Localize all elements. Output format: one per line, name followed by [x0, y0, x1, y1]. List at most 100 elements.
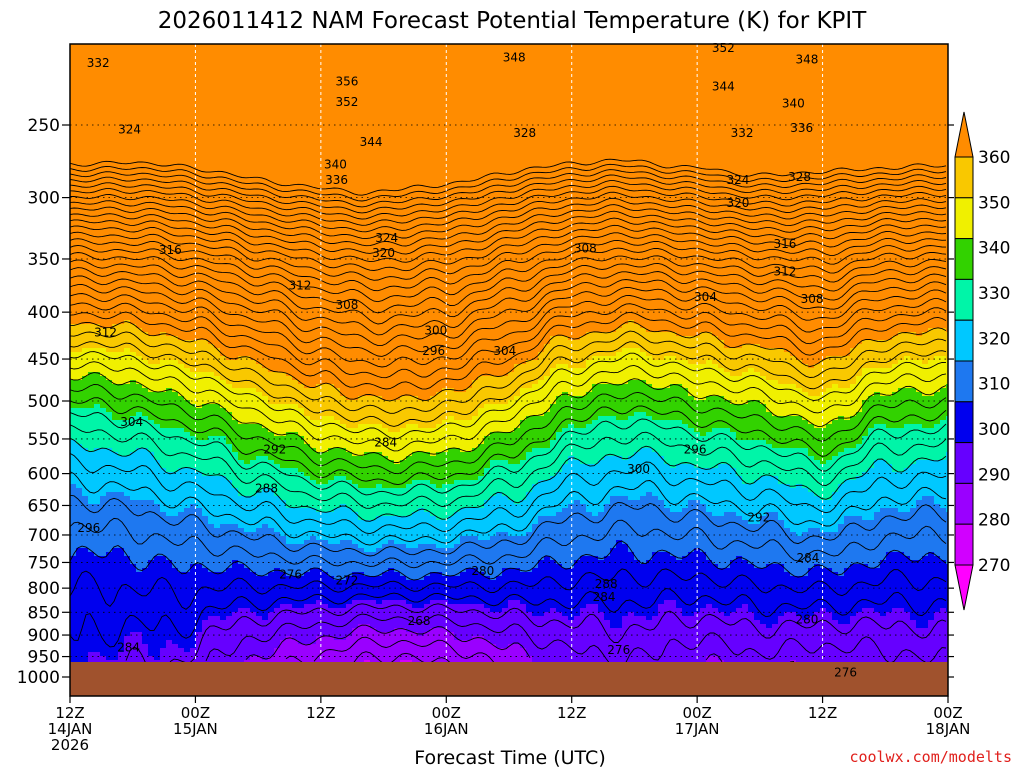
contour-label: 348: [795, 52, 818, 66]
chart-title: 2026011412 NAM Forecast Potential Temper…: [158, 8, 867, 34]
contour-line: [70, 267, 947, 336]
contour-line: [70, 494, 947, 557]
contour-label: 284: [593, 590, 616, 604]
contour-labels: 332 356 348 352 348 352 344 340 324 328 336 344 332 3…: [77, 41, 857, 680]
y-tick-label: 850: [28, 603, 60, 623]
contour-label: 284: [117, 641, 140, 655]
contour-line: [70, 540, 947, 581]
contour-label: 324: [118, 123, 141, 137]
contour-label: 312: [288, 278, 311, 292]
contour-line: [70, 330, 947, 414]
contour-label: 308: [801, 292, 824, 306]
contour-line: [70, 231, 947, 281]
y-axis: 250 300 350 400 450 500 550 600 650 700 750 800 850 9…: [17, 116, 954, 688]
contour-line: [70, 372, 947, 463]
contour-label: 288: [255, 482, 278, 496]
temperature-bands: [70, 44, 948, 665]
colorbar-label: 350: [978, 193, 1010, 213]
contour-label: 328: [788, 170, 811, 184]
plot-frame: [69, 43, 949, 697]
y-tick-label: 400: [28, 303, 60, 323]
credit-text: coolwx.com/modelts: [849, 748, 1012, 766]
contour-label: 292: [263, 443, 286, 457]
colorbar-segment: [954, 197, 974, 240]
contour-label: 300: [627, 462, 650, 476]
contour-line: [70, 424, 947, 509]
contour-line: [70, 244, 947, 303]
contour-line: [70, 302, 947, 379]
contour-label: 312: [773, 264, 796, 278]
contour-label: 336: [790, 121, 813, 135]
contour-label: 308: [336, 298, 359, 312]
contour-label: 296: [422, 344, 445, 358]
colorbar-segment: [954, 523, 974, 566]
contour-line: [70, 158, 947, 196]
colorbar-segment: [954, 442, 974, 484]
colorbar-segment: [954, 482, 974, 525]
x-tick-label: 17JAN: [675, 720, 720, 738]
contour-label: 352: [336, 95, 359, 109]
y-tick-label: 800: [28, 579, 60, 599]
contour-line: [70, 384, 947, 475]
contour-line: [70, 275, 947, 347]
contour-line: [70, 180, 947, 220]
contour-label: 348: [503, 50, 526, 64]
colorbar-segment: [954, 360, 974, 403]
x-tick-label: 00Z: [181, 704, 210, 722]
contour-label: 316: [159, 243, 182, 257]
colorbar: 360 350 340 330 320 310 300 290 280 270: [954, 111, 1010, 611]
x-tick-label: 14JAN: [48, 720, 93, 738]
contour-label: 336: [325, 173, 348, 187]
colorbar-label: 310: [978, 375, 1010, 395]
contour-line: [70, 252, 947, 314]
contour-line: [353, 651, 451, 664]
x-tick-label: 18JAN: [926, 720, 971, 738]
contour-line: [70, 453, 947, 535]
ground-surface: [70, 662, 948, 696]
x-tick-label: 00Z: [933, 704, 962, 722]
y-tick-label: 950: [28, 648, 60, 668]
contour-label: 300: [424, 324, 447, 338]
contour-label: 320: [726, 196, 749, 210]
y-tick-label: 450: [28, 350, 60, 370]
contour-label: 324: [726, 173, 749, 187]
contour-label: 332: [87, 56, 110, 70]
contour-label: 304: [120, 415, 143, 429]
contour-line: [70, 341, 947, 427]
colorbar-segment: [954, 401, 974, 444]
contour-label: 340: [782, 97, 805, 111]
contour-label: 296: [77, 521, 100, 535]
contour-line: [70, 320, 947, 402]
colorbar-label: 320: [978, 329, 1010, 349]
x-axis-label: Forecast Time (UTC): [414, 747, 605, 768]
contour-line: [70, 568, 947, 610]
contour-line: [70, 361, 947, 452]
contour-line: [70, 293, 947, 368]
colorbar-label: 290: [978, 465, 1010, 485]
contour-line: [70, 437, 947, 522]
contour-label: 280: [795, 612, 818, 626]
x-tick-label: 00Z: [432, 704, 461, 722]
contour-line: [70, 517, 947, 569]
contour-line: [70, 185, 947, 226]
contour-line: [70, 351, 947, 440]
contour-line: [70, 412, 947, 496]
contour-label: 304: [694, 290, 717, 304]
colorbar-segment: [954, 156, 974, 199]
colorbar-label: 340: [978, 239, 1010, 259]
contour-line: [70, 311, 947, 390]
contour-line: [70, 191, 947, 233]
contour-label: 284: [796, 551, 819, 565]
contour-label: 276: [279, 567, 302, 581]
y-tick-label: 1000: [17, 668, 60, 688]
contour-label: 284: [374, 436, 397, 450]
contour-label: 280: [471, 564, 494, 578]
colorbar-label: 330: [978, 284, 1010, 304]
contour-label: 352: [712, 41, 735, 55]
contour-line: [70, 197, 947, 240]
contour-label: 288: [595, 577, 618, 591]
contour-line: [70, 397, 947, 486]
y-tick-label: 550: [28, 430, 60, 450]
contour-label: 308: [574, 242, 597, 256]
